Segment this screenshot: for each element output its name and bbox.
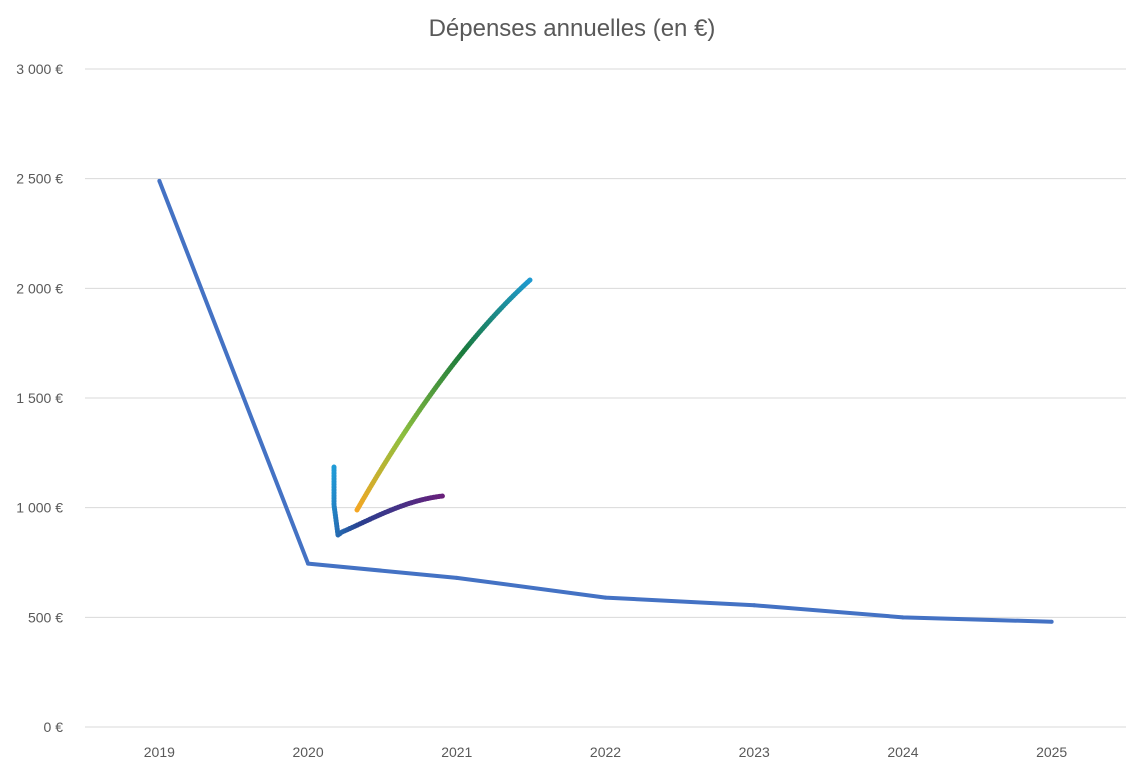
hand-drawn-arrow-annotation bbox=[331, 277, 533, 538]
series-layer bbox=[157, 178, 1054, 624]
y-tick-label: 2 000 € bbox=[16, 280, 63, 296]
x-tick-label: 2022 bbox=[590, 744, 621, 760]
chart-title: Dépenses annuelles (en €) bbox=[429, 15, 716, 42]
x-tick-label: 2024 bbox=[887, 744, 918, 760]
y-tick-label: 1 000 € bbox=[16, 500, 63, 516]
y-tick-label: 2 500 € bbox=[16, 171, 63, 187]
data-point bbox=[454, 575, 459, 580]
x-axis-tick-labels: 2019 2020 2021 2022 2023 2024 2025 bbox=[144, 744, 1068, 760]
gridlines bbox=[85, 68, 1126, 728]
x-tick-label: 2019 bbox=[144, 744, 175, 760]
x-tick-label: 2021 bbox=[441, 744, 472, 760]
y-axis-tick-labels: 0 € 500 € 1 000 € 1 500 € 2 000 € 2 500 € 3 00… bbox=[16, 61, 63, 735]
data-point bbox=[306, 561, 311, 566]
data-point bbox=[752, 603, 757, 608]
data-point bbox=[900, 615, 905, 620]
x-tick-label: 2025 bbox=[1036, 744, 1067, 760]
series-line bbox=[157, 180, 1052, 624]
x-tick-label: 2020 bbox=[292, 744, 323, 760]
arrow-head bbox=[331, 464, 446, 538]
y-tick-label: 0 € bbox=[44, 719, 64, 735]
y-tick-label: 3 000 € bbox=[16, 61, 63, 77]
arrow-shaft bbox=[354, 277, 533, 513]
data-point bbox=[1049, 619, 1054, 624]
x-tick-label: 2023 bbox=[739, 744, 770, 760]
y-tick-label: 500 € bbox=[28, 609, 63, 625]
y-tick-label: 1 500 € bbox=[16, 390, 63, 406]
data-point bbox=[603, 595, 608, 600]
data-point bbox=[157, 178, 162, 183]
